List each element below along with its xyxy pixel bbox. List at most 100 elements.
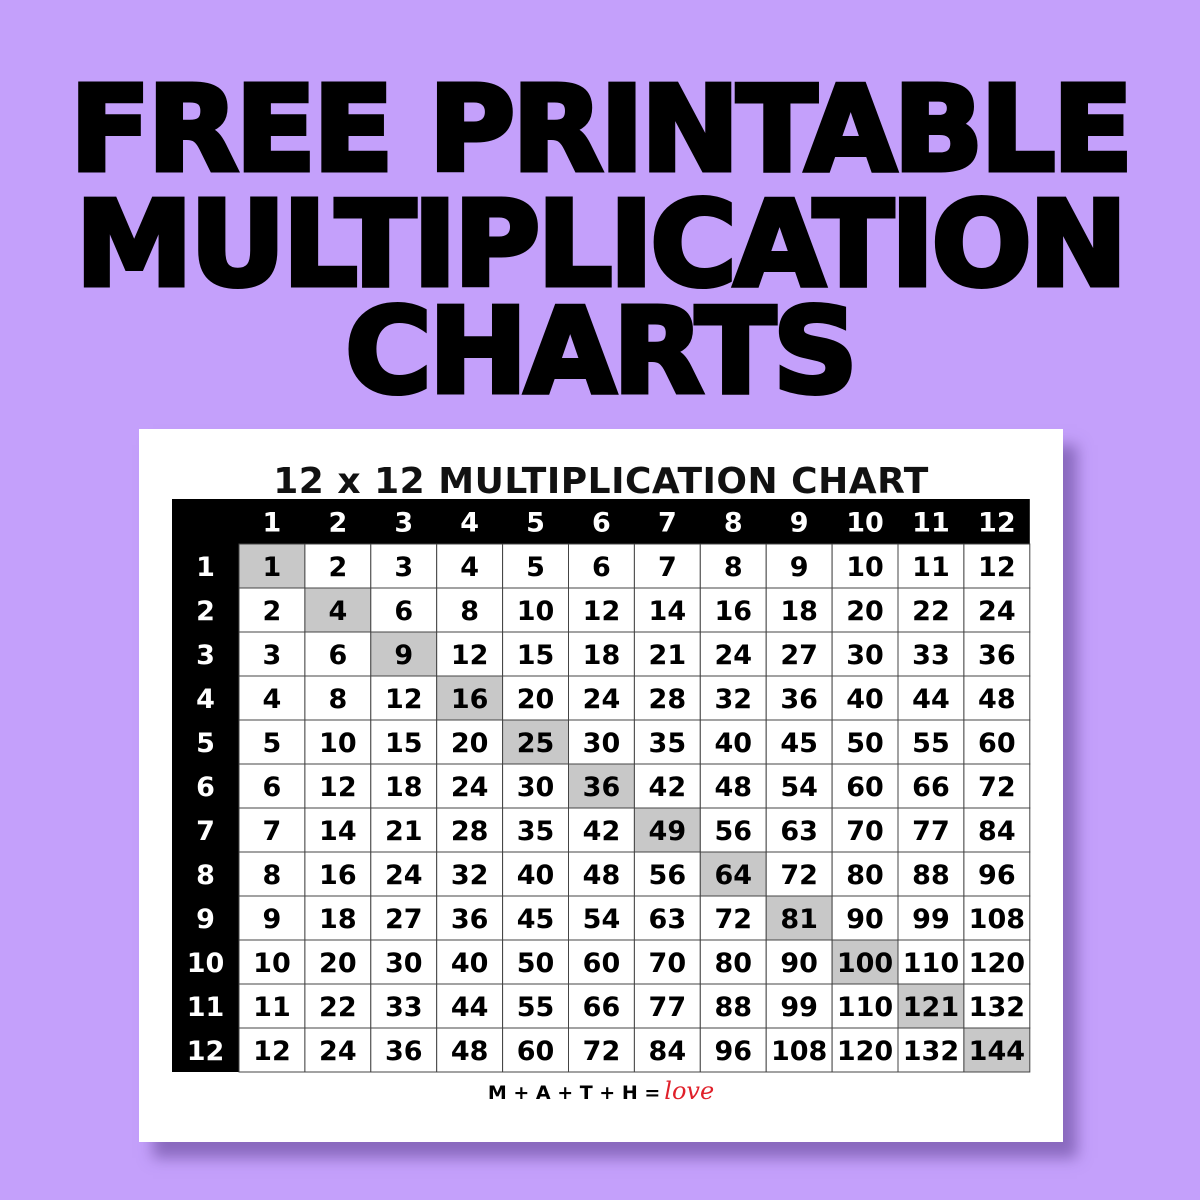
cell-value: 44 — [451, 992, 489, 1023]
table-cell — [765, 719, 833, 765]
table-cell — [765, 631, 833, 677]
table-cell — [831, 895, 899, 941]
table-cell — [963, 631, 1031, 677]
cell-value: 12 — [451, 640, 489, 671]
table-cell — [765, 543, 833, 589]
cell-value: 49 — [649, 816, 687, 847]
cell-value: 4 — [263, 684, 282, 715]
cell-value: 4 — [460, 552, 479, 583]
cell-value: 80 — [714, 948, 752, 979]
table-cell — [633, 939, 701, 985]
table-cell — [963, 587, 1031, 633]
column-header-label: 2 — [328, 508, 347, 539]
table-cell — [699, 587, 767, 633]
cell-value: 5 — [263, 728, 282, 759]
table-cell — [699, 939, 767, 985]
cell-value: 30 — [583, 728, 621, 759]
cell-value: 8 — [263, 860, 282, 891]
cell-value: 84 — [649, 1036, 687, 1067]
headline-line-3: CHARTS — [343, 282, 861, 420]
cell-value: 16 — [319, 860, 357, 891]
table-cell — [502, 675, 570, 721]
table-cell — [568, 1027, 635, 1073]
cell-value: 48 — [451, 1036, 489, 1067]
table-cell — [963, 895, 1031, 941]
row-header-label: 10 — [187, 948, 225, 979]
cell-value: 8 — [724, 552, 743, 583]
diagonal-cell — [963, 1027, 1031, 1073]
table-cell — [897, 807, 965, 853]
cell-value: 10 — [253, 948, 291, 979]
cell-value: 12 — [583, 596, 621, 627]
table-cell — [897, 543, 965, 589]
cell-value: 77 — [912, 816, 950, 847]
cell-value: 120 — [837, 1036, 893, 1067]
cell-value: 55 — [517, 992, 555, 1023]
table-cell — [304, 895, 372, 941]
cell-value: 20 — [451, 728, 489, 759]
table-cell — [831, 543, 899, 589]
cell-value: 108 — [969, 904, 1025, 935]
cell-value: 84 — [978, 816, 1016, 847]
table-cell — [502, 983, 570, 1029]
cell-value: 2 — [263, 596, 282, 627]
table-cell — [897, 719, 965, 765]
cell-value: 56 — [714, 816, 752, 847]
table-cell — [436, 543, 504, 589]
diagonal-cell — [568, 763, 635, 809]
cell-value: 12 — [253, 1036, 291, 1067]
cell-value: 72 — [978, 772, 1016, 803]
cell-value: 72 — [714, 904, 752, 935]
table-cell — [238, 1027, 306, 1073]
column-header-label: 1 — [263, 508, 282, 539]
table-cell — [436, 807, 504, 853]
table-cell — [633, 1027, 701, 1073]
cell-value: 30 — [385, 948, 423, 979]
cell-value: 72 — [780, 860, 818, 891]
table-cell — [436, 719, 504, 765]
table-cell — [370, 807, 438, 853]
table-cell — [238, 675, 306, 721]
cell-value: 7 — [658, 552, 677, 583]
cell-value: 12 — [319, 772, 357, 803]
cell-value: 88 — [714, 992, 752, 1023]
cell-value: 20 — [319, 948, 357, 979]
cell-value: 12 — [385, 684, 423, 715]
cell-value: 8 — [460, 596, 479, 627]
table-cell — [304, 543, 372, 589]
table-cell — [699, 763, 767, 809]
cell-value: 28 — [451, 816, 489, 847]
table-cell — [699, 983, 767, 1029]
cell-value: 45 — [517, 904, 555, 935]
cell-value: 60 — [583, 948, 621, 979]
header-column-background — [172, 499, 239, 1072]
table-cell — [897, 631, 965, 677]
table-cell — [502, 851, 570, 897]
table-cell — [963, 851, 1031, 897]
cell-value: 70 — [649, 948, 687, 979]
cell-value: 18 — [780, 596, 818, 627]
cell-value: 16 — [451, 684, 489, 715]
cell-value: 99 — [912, 904, 950, 935]
cell-value: 64 — [714, 860, 752, 891]
cell-value: 22 — [319, 992, 357, 1023]
cell-value: 63 — [649, 904, 687, 935]
table-cell — [568, 675, 635, 721]
header-row-background — [172, 499, 1030, 544]
table-cell — [765, 983, 833, 1029]
cell-value: 60 — [846, 772, 884, 803]
cell-value: 50 — [846, 728, 884, 759]
table-cell — [831, 763, 899, 809]
cell-value: 9 — [394, 640, 413, 671]
cell-value: 21 — [649, 640, 687, 671]
cell-value: 42 — [649, 772, 687, 803]
cell-value: 96 — [714, 1036, 752, 1067]
cell-value: 35 — [517, 816, 555, 847]
cell-value: 36 — [451, 904, 489, 935]
cell-value: 30 — [846, 640, 884, 671]
table-cell — [436, 851, 504, 897]
table-cell — [633, 895, 701, 941]
table-cell — [568, 587, 635, 633]
cell-value: 45 — [780, 728, 818, 759]
table-cell — [633, 983, 701, 1029]
